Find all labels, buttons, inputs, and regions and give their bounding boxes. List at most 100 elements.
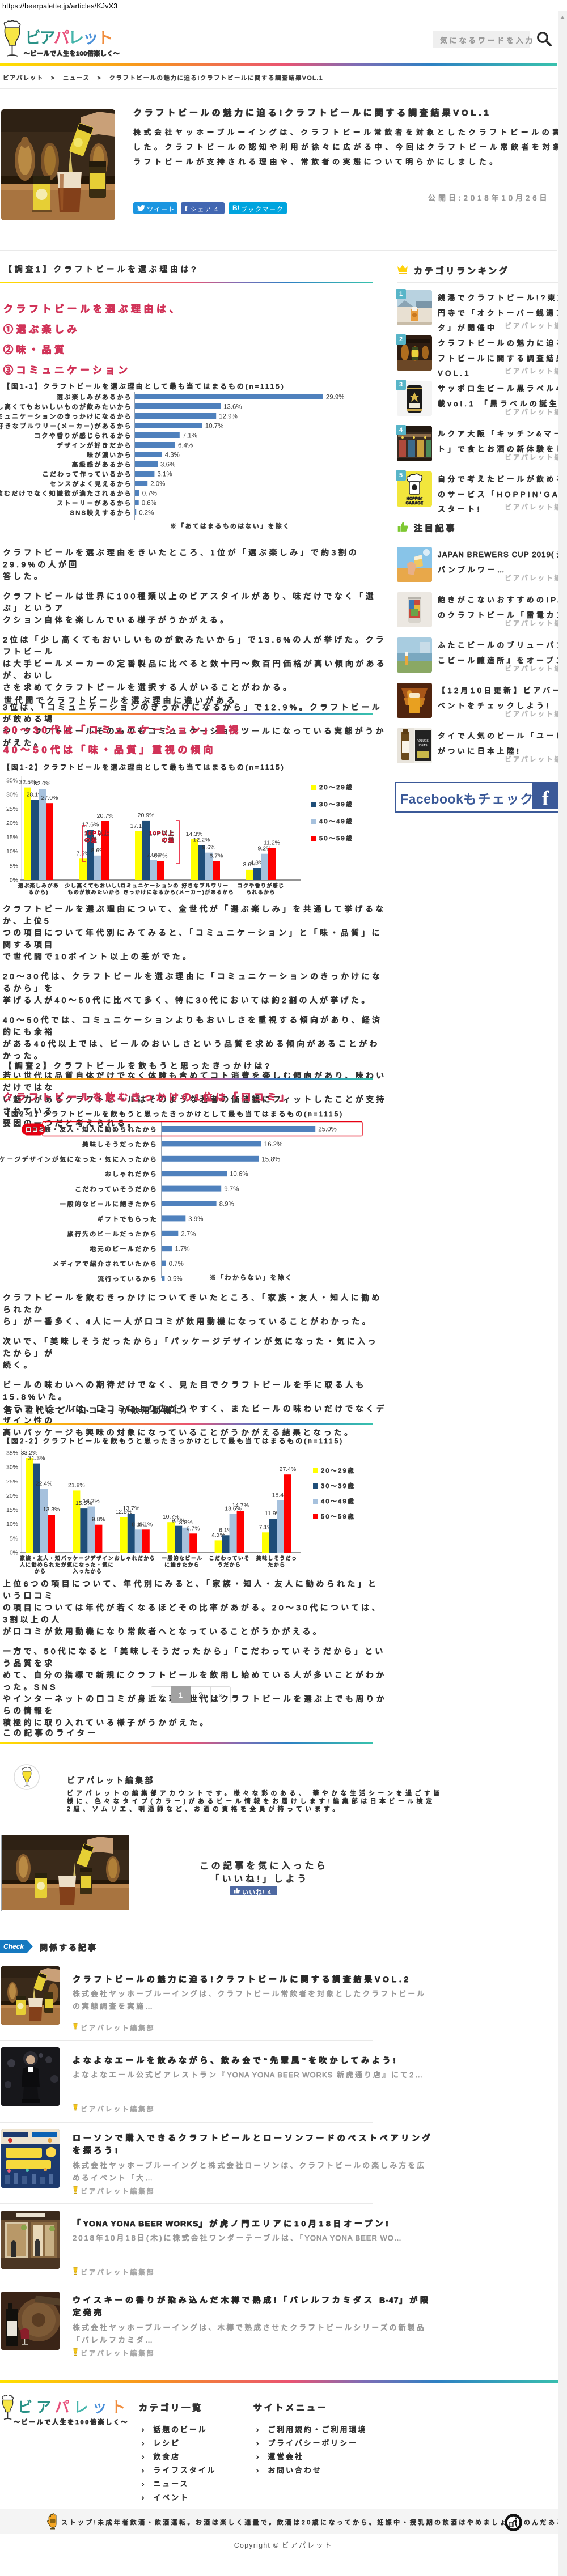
svg-text:3.9%: 3.9% [188, 1216, 203, 1223]
svg-text:0.7%: 0.7% [142, 491, 157, 498]
svg-text:7.1%: 7.1% [183, 433, 197, 440]
svg-text:27.0%: 27.0% [41, 794, 58, 801]
svg-text:27.4%: 27.4% [280, 1466, 297, 1473]
svg-text:VALUES: VALUES [417, 739, 429, 743]
svg-text:られるから: られるから [246, 890, 276, 895]
svg-text:20%: 20% [6, 1493, 18, 1499]
svg-text:16.2%: 16.2% [264, 1141, 283, 1148]
svg-text:※「わからない」を除く: ※「わからない」を除く [210, 1273, 293, 1281]
svg-text:15.5%: 15.5% [75, 1500, 92, 1507]
svg-text:1.7%: 1.7% [175, 1246, 189, 1253]
svg-text:から: から [35, 1568, 46, 1574]
svg-text:13.6%: 13.6% [225, 1506, 242, 1512]
svg-text:ものが飲みたいから: ものが飲みたいから [67, 889, 120, 895]
svg-text:一般的なビールに飽きたから: 一般的なビールに飽きたから [60, 1200, 158, 1208]
svg-text:0.5%: 0.5% [167, 1276, 182, 1283]
svg-text:10P以上: 10P以上 [84, 830, 110, 837]
svg-text:35%: 35% [6, 1450, 18, 1457]
svg-text:3.6%: 3.6% [160, 462, 175, 469]
svg-text:6.7%: 6.7% [187, 1525, 200, 1532]
svg-text:30%: 30% [6, 792, 18, 798]
svg-text:ストーリーがあるから: ストーリーがあるから [57, 499, 132, 507]
svg-text:12.9%: 12.9% [219, 414, 238, 420]
svg-text:0%: 0% [10, 1550, 18, 1557]
svg-text:0.6%: 0.6% [142, 500, 156, 507]
svg-text:6.7%: 6.7% [154, 852, 168, 859]
svg-text:14.3%: 14.3% [186, 831, 203, 838]
svg-text:40〜49歳: 40〜49歳 [319, 818, 353, 825]
svg-text:20.7%: 20.7% [97, 813, 114, 819]
svg-text:高級感があるから: 高級感があるから [72, 461, 132, 469]
svg-text:8.6%: 8.6% [91, 847, 105, 854]
svg-text:家族・友人・知人に勧められたから: 家族・友人・知人に勧められたから [37, 1125, 158, 1133]
svg-text:SNS映えするから: SNS映えするから [70, 509, 132, 517]
svg-text:20.9%: 20.9% [138, 812, 155, 819]
svg-text:味が濃いから: 味が濃いから [87, 451, 132, 459]
svg-text:※「あてはまるものはない」を除く: ※「あてはまるものはない」を除く [170, 522, 290, 530]
svg-text:0.2%: 0.2% [139, 510, 154, 517]
svg-text:20%: 20% [6, 820, 18, 827]
svg-text:【図1-2】クラフトビールを選ぶ理由として最も当てはまるもの: 【図1-2】クラフトビールを選ぶ理由として最も当てはまるもの(n=1115) [3, 763, 285, 771]
svg-text:に飽きたから: に飽きたから [164, 1562, 200, 1568]
svg-text:25%: 25% [6, 806, 18, 813]
svg-text:ギフトでもらった: ギフトでもらった [98, 1215, 158, 1223]
svg-text:るから): るから) [28, 890, 48, 895]
svg-text:31.3%: 31.3% [28, 1455, 45, 1462]
svg-text:5%: 5% [10, 862, 18, 869]
svg-text:20〜29歳: 20〜29歳 [319, 784, 353, 791]
svg-text:少し高くてもおいしい: 少し高くてもおいしい [65, 882, 124, 889]
svg-text:コミュニケーションのきっかけになるから: コミュニケーションのきっかけになるから [0, 413, 132, 420]
svg-text:35%: 35% [6, 777, 18, 784]
svg-text:15%: 15% [6, 834, 18, 841]
svg-text:17.6%: 17.6% [82, 822, 99, 828]
svg-text:好きなブルワリー(メーカー)があるから: 好きなブルワリー(メーカー)があるから [0, 422, 132, 430]
svg-text:パッケージデザイン: パッケージデザイン [61, 1555, 114, 1561]
svg-text:こだわっていそ: こだわっていそ [209, 1555, 250, 1561]
svg-text:口コミ: 口コミ [26, 1127, 45, 1133]
svg-text:コクや香りが感じ: コクや香りが感じ [238, 882, 285, 889]
svg-text:好きなブルワリー: 好きなブルワリー [182, 882, 229, 889]
svg-text:13.3%: 13.3% [43, 1506, 60, 1513]
svg-text:10%: 10% [6, 1521, 18, 1528]
svg-text:50〜59歳: 50〜59歳 [321, 1513, 355, 1520]
svg-text:32.5%: 32.5% [19, 779, 36, 786]
svg-text:4.3%: 4.3% [211, 1532, 225, 1538]
svg-text:15.8%: 15.8% [261, 1156, 280, 1163]
svg-text:6.4%: 6.4% [178, 443, 193, 449]
svg-text:22.4%: 22.4% [36, 1480, 53, 1487]
svg-text:8.8%: 8.8% [179, 1519, 193, 1526]
svg-text:GARAGE: GARAGE [406, 501, 424, 505]
svg-text:パッケージデザインが気になった・気に入ったから: パッケージデザインが気になった・気に入ったから [0, 1155, 158, 1163]
svg-text:たから: たから [268, 1562, 285, 1568]
svg-text:10.6%: 10.6% [230, 1171, 248, 1178]
svg-text:の差: の差 [162, 836, 175, 844]
svg-text:14.7%: 14.7% [232, 1502, 249, 1509]
svg-text:2.0%: 2.0% [150, 481, 165, 488]
svg-text:8.1%: 8.1% [139, 1521, 153, 1528]
svg-text:7.1%: 7.1% [259, 1524, 273, 1531]
svg-text:32.0%: 32.0% [34, 780, 51, 787]
svg-text:飲むだけでなく知識欲が満たされるから: 飲むだけでなく知識欲が満たされるから [0, 490, 132, 498]
svg-text:コクや香りが感じられるから: コクや香りが感じられるから [34, 432, 132, 440]
svg-text:25.0%: 25.0% [318, 1127, 337, 1133]
svg-text:10%: 10% [6, 848, 18, 855]
svg-text:30〜39歳: 30〜39歳 [321, 1482, 355, 1490]
svg-text:12.2%: 12.2% [193, 837, 210, 844]
svg-text:25%: 25% [6, 1478, 18, 1485]
svg-text:3.6%: 3.6% [243, 861, 257, 868]
svg-text:家族・友人・知: 家族・友人・知 [20, 1555, 61, 1561]
svg-text:10.7%: 10.7% [205, 423, 224, 430]
svg-text:29.9%: 29.9% [326, 394, 345, 401]
svg-text:11.2%: 11.2% [264, 840, 280, 847]
svg-text:0.7%: 0.7% [169, 1261, 184, 1268]
svg-text:8.1%: 8.1% [132, 1521, 145, 1528]
svg-text:人に勧められた: 人に勧められた [20, 1562, 61, 1568]
svg-text:うだから: うだから [218, 1562, 241, 1568]
svg-text:【図1-1】クラフトビールを選ぶ理由として最も当てはまるもの: 【図1-1】クラフトビールを選ぶ理由として最も当てはまるもの(n=1115) [3, 382, 285, 390]
svg-text:10P以上: 10P以上 [149, 830, 175, 837]
svg-text:(メーカー)があるから: (メーカー)があるから [176, 889, 234, 895]
svg-text:【図2-1】クラフトビールを飲もうと思ったきっかけとして最も: 【図2-1】クラフトビールを飲もうと思ったきっかけとして最も当てはまるもの(n=… [3, 1110, 344, 1118]
svg-text:が気になった・気に: が気になった・気に [61, 1562, 114, 1568]
svg-text:こだわっていそうだから: こだわっていそうだから [75, 1185, 158, 1193]
svg-text:5%: 5% [10, 1535, 18, 1542]
